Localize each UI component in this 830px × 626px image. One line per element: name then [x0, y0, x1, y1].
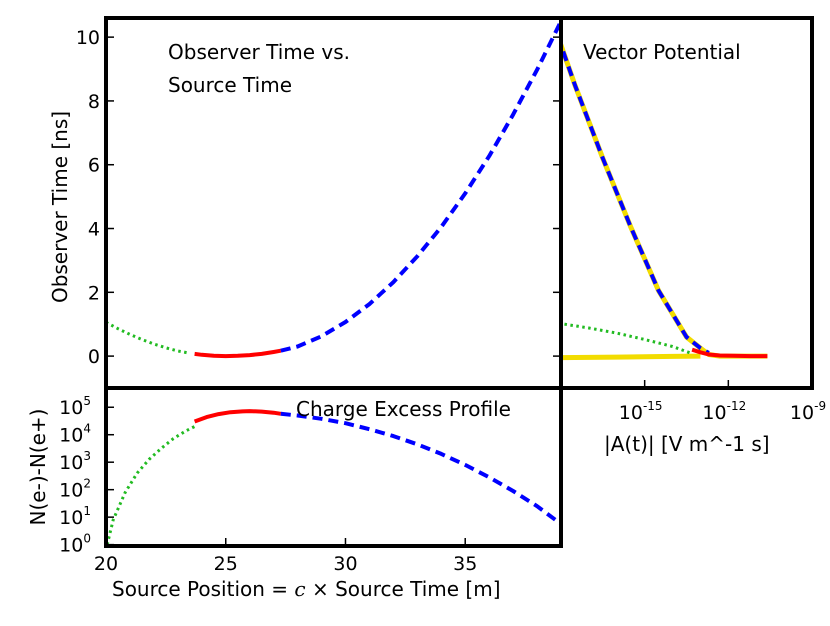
charge-x-ticks: 20 25 30 35 [94, 538, 477, 575]
vector-x-axis-label: |A(t)| [V m^-1 s] [604, 432, 770, 456]
observer-y-tick-label: 0 [88, 346, 100, 368]
observer-plot-area [105, 20, 563, 359]
vector-series-peak [691, 347, 768, 359]
observer-title-line-1: Observer Time vs. [168, 40, 350, 64]
observer-title-line-2: Source Time [168, 73, 292, 97]
charge-y-tick-label-base: 10 [59, 507, 83, 529]
charge-y-tick-label-exponent: 0 [83, 532, 91, 546]
charge-x-tick-label: 35 [453, 553, 477, 575]
charge-y-tick-label-exponent: 5 [83, 394, 91, 408]
charge-y-tick-label-base: 10 [59, 452, 83, 474]
vector-x-tick-label-exponent: -9 [814, 399, 826, 413]
charge-title: Charge Excess Profile [296, 397, 511, 421]
charge-y-tick-label: 103 [59, 449, 91, 474]
vector-series-early [561, 322, 693, 356]
charge-y-tick-label-base: 10 [59, 535, 83, 557]
observer-series-late [280, 20, 563, 353]
charge-y-tick-label: 100 [59, 532, 91, 557]
charge-y-tick-label-base: 10 [59, 425, 83, 447]
charge-x-label-prefix: Source Position = [112, 577, 294, 601]
vector-series-total [561, 37, 768, 359]
charge-x-tick-label: 30 [333, 553, 357, 575]
observer-y-axis-label: Observer Time [ns] [48, 111, 72, 303]
charge-series-early [105, 425, 196, 545]
vector-series-total-baseline [561, 353, 701, 361]
vector-x-tick-label: 10-15 [619, 399, 663, 424]
charge-x-axis-label: Source Position = c × Source Time [m] [112, 577, 501, 601]
vector-title: Vector Potential [583, 40, 741, 64]
charge-y-tick-label-exponent: 4 [83, 422, 91, 436]
charge-series-peak [193, 409, 282, 424]
observer-y-tick-label: 6 [88, 155, 100, 177]
vector-x-ticks: 10-15 10-12 10-9 [619, 380, 826, 424]
charge-panel-frame [104, 386, 563, 548]
vector-plot-area [561, 37, 768, 361]
observer-y-ticks: 0 2 4 6 8 10 [76, 27, 561, 368]
observer-y-tick-label: 2 [88, 282, 100, 304]
charge-y-tick-label: 102 [59, 477, 91, 502]
charge-x-tick-label: 20 [94, 553, 118, 575]
charge-y-tick-label: 101 [59, 504, 91, 529]
vector-x-tick-label: 10-9 [790, 399, 826, 424]
vector-x-tick-label-exponent: -15 [643, 399, 663, 413]
charge-y-tick-label: 105 [59, 394, 91, 419]
charge-y-tick-label-base: 10 [59, 480, 83, 502]
charge-y-tick-label-exponent: 1 [83, 504, 91, 518]
charge-y-tick-label: 104 [59, 422, 91, 447]
charge-x-label-variable: c [294, 577, 305, 601]
charge-y-tick-label-exponent: 3 [83, 449, 91, 463]
vector-potential-panel: 10-15 10-12 10-9 Vector Potential |A(t)| [… [559, 16, 826, 456]
charge-x-label-suffix: × Source Time [m] [306, 577, 501, 601]
vector-x-tick-label-base: 10 [619, 402, 643, 424]
observer-series-early [105, 320, 191, 355]
observer-y-tick-label: 10 [76, 27, 100, 49]
charge-y-tick-label-exponent: 2 [83, 477, 91, 491]
observer-y-tick-label: 8 [88, 91, 100, 113]
vector-x-tick-label: 10-12 [702, 399, 746, 424]
observer-series-peak [194, 348, 282, 359]
vector-x-tick-label-base: 10 [702, 402, 726, 424]
charge-plot-area [105, 409, 563, 545]
vector-x-tick-label-exponent: -12 [727, 399, 747, 413]
observer-time-panel: 0 2 4 6 8 10 Observer Time vs. Source Time Ob… [48, 16, 563, 390]
charge-y-tick-label-base: 10 [59, 397, 83, 419]
charge-y-axis-label: N(e-)-N(e+) [26, 409, 50, 526]
vector-series-group [561, 37, 768, 361]
charge-series-late [280, 411, 563, 526]
observer-y-tick-label: 4 [88, 219, 100, 241]
vector-series-late [561, 39, 710, 355]
vector-x-tick-label-base: 10 [790, 402, 814, 424]
charge-x-tick-label: 25 [214, 553, 238, 575]
vector-panel-frame [559, 16, 814, 390]
